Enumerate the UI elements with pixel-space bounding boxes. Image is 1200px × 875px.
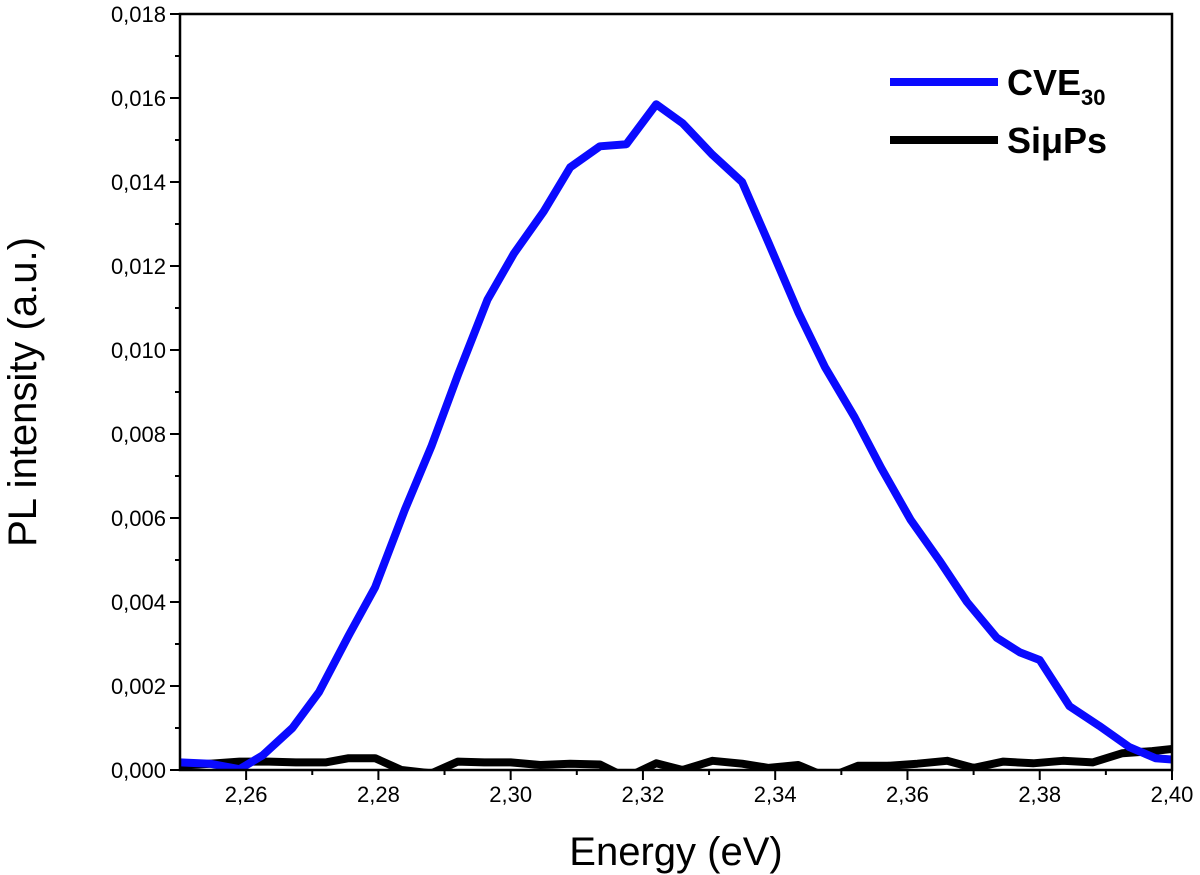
y-tick-label: 0,016 (111, 86, 166, 111)
y-axis-title: PL intensity (a.u.) (1, 237, 45, 547)
y-tick-label: 0,012 (111, 254, 166, 279)
x-tick-label: 2,30 (489, 782, 532, 807)
x-axis-title: Energy (eV) (569, 830, 782, 874)
series-layer (180, 100, 1172, 770)
legend-label-siups: SiμPs (1007, 120, 1107, 161)
x-tick-label: 2,38 (1018, 782, 1061, 807)
y-tick-label: 0,014 (111, 170, 166, 195)
y-tick-label: 0,002 (111, 674, 166, 699)
x-tick-label: 2,32 (622, 782, 665, 807)
x-tick-label: 2,34 (754, 782, 797, 807)
legend-label-cve30-subscript: 30 (1081, 85, 1105, 110)
y-tick-label: 0,010 (111, 338, 166, 363)
legend: CVE30 SiμPs (890, 62, 1107, 161)
x-tick-label: 2,26 (225, 782, 268, 807)
x-tick-label: 2,36 (886, 782, 929, 807)
y-tick-label: 0,008 (111, 422, 166, 447)
legend-label-cve30: CVE30 (1007, 62, 1106, 110)
x-tick-label: 2,28 (357, 782, 400, 807)
tick-layer: 2,26 2,28 2,30 2,32 2,34 2,36 2,38 2,40 0,000 0,0… (111, 2, 1193, 807)
plot-frame (178, 12, 1174, 772)
y-tick-label: 0,018 (111, 2, 166, 27)
series-line-cve30 (180, 100, 1172, 770)
y-tick-label: 0,006 (111, 506, 166, 531)
y-tick-label: 0,004 (111, 590, 166, 615)
y-tick-label: 0,000 (111, 758, 166, 783)
series-line-siups (180, 745, 1172, 770)
legend-label-cve30-main: CVE (1007, 62, 1081, 103)
x-tick-label: 2,40 (1151, 782, 1194, 807)
